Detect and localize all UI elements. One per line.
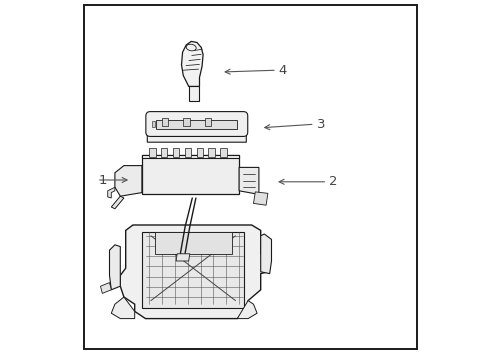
Polygon shape <box>111 297 134 319</box>
Bar <box>172 148 179 157</box>
Bar <box>162 118 168 126</box>
Bar <box>183 118 189 126</box>
Polygon shape <box>253 192 267 205</box>
Bar <box>161 148 167 157</box>
Polygon shape <box>176 254 189 261</box>
Text: 4: 4 <box>278 64 286 77</box>
Polygon shape <box>154 232 231 254</box>
Bar <box>149 148 155 157</box>
FancyBboxPatch shape <box>145 112 247 136</box>
Bar <box>156 120 237 129</box>
Bar <box>204 118 211 126</box>
Text: 3: 3 <box>316 118 325 131</box>
Polygon shape <box>101 283 111 293</box>
Polygon shape <box>111 196 123 209</box>
Polygon shape <box>115 166 142 196</box>
Polygon shape <box>147 115 246 133</box>
Polygon shape <box>260 234 271 274</box>
Polygon shape <box>147 131 246 142</box>
Bar <box>184 148 191 157</box>
Bar <box>220 148 226 157</box>
Bar <box>208 148 215 157</box>
Bar <box>142 155 239 194</box>
Polygon shape <box>107 187 115 198</box>
Polygon shape <box>188 86 199 101</box>
Text: 2: 2 <box>328 175 337 188</box>
Polygon shape <box>142 232 244 308</box>
Polygon shape <box>120 225 267 319</box>
Polygon shape <box>142 155 239 158</box>
Polygon shape <box>239 167 258 194</box>
Polygon shape <box>237 301 257 319</box>
Text: 1: 1 <box>99 174 107 186</box>
Bar <box>196 148 203 157</box>
Polygon shape <box>109 245 120 290</box>
Bar <box>151 121 154 127</box>
Polygon shape <box>181 41 203 86</box>
